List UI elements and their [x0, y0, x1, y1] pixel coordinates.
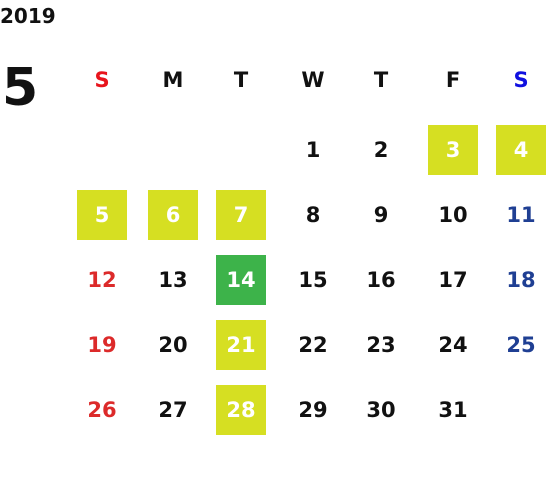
- weekday-label: M: [162, 68, 184, 92]
- day: 30: [366, 398, 396, 422]
- day: 29: [298, 398, 328, 422]
- day: 12: [87, 268, 117, 292]
- day: 31: [438, 398, 468, 422]
- weekday-label: T: [373, 68, 389, 92]
- highlighted-day: 14: [216, 255, 266, 305]
- day: 20: [158, 333, 188, 357]
- day: 1: [305, 138, 321, 162]
- highlighted-day: 3: [428, 125, 478, 175]
- highlighted-day: 21: [216, 320, 266, 370]
- day: 26: [87, 398, 117, 422]
- day: 27: [158, 398, 188, 422]
- day: 17: [438, 268, 468, 292]
- day: 8: [305, 203, 321, 227]
- highlighted-day: 5: [77, 190, 127, 240]
- day: 2: [373, 138, 389, 162]
- month: 5: [2, 58, 39, 118]
- day: 9: [373, 203, 389, 227]
- day: 16: [366, 268, 396, 292]
- year: 2019: [0, 4, 56, 28]
- day: 18: [506, 268, 536, 292]
- highlighted-day: 6: [148, 190, 198, 240]
- day: 19: [87, 333, 117, 357]
- weekday-label: S: [94, 68, 110, 92]
- day: 25: [506, 333, 536, 357]
- highlighted-day: 7: [216, 190, 266, 240]
- weekday-label: W: [301, 68, 325, 92]
- weekday-label: F: [445, 68, 461, 92]
- highlighted-day: 28: [216, 385, 266, 435]
- day: 24: [438, 333, 468, 357]
- day: 22: [298, 333, 328, 357]
- day: 13: [158, 268, 188, 292]
- weekday-label: S: [513, 68, 529, 92]
- day: 11: [506, 203, 536, 227]
- day: 10: [438, 203, 468, 227]
- day: 15: [298, 268, 328, 292]
- highlighted-day: 4: [496, 125, 546, 175]
- day: 23: [366, 333, 396, 357]
- weekday-label: T: [233, 68, 249, 92]
